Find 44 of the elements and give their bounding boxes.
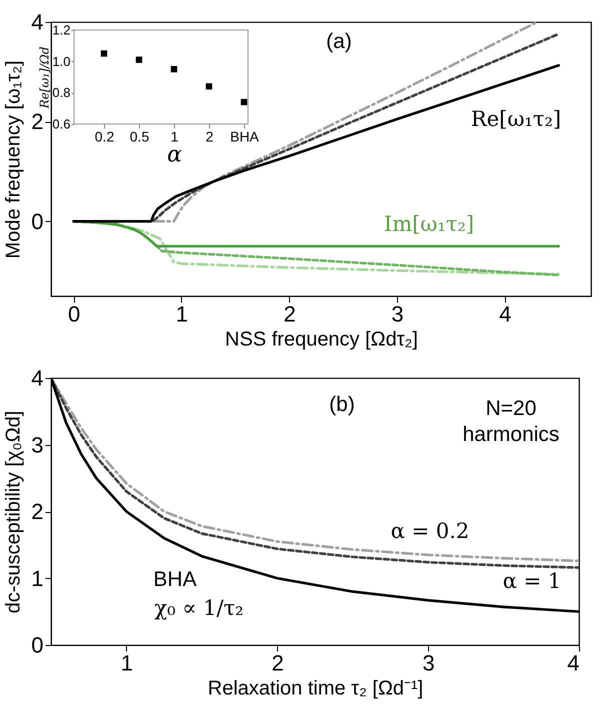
x-axis-title: Relaxation time τ₂ [Ωd⁻¹] <box>208 678 424 700</box>
x-axis-title: NSS frequency [Ωdτ₂] <box>225 328 418 350</box>
point <box>170 66 178 72</box>
y-tick-label: 4 <box>31 366 44 390</box>
annotation: (b) <box>329 393 355 416</box>
point <box>240 98 248 106</box>
y-tick-label: 2 <box>31 499 44 524</box>
x-tick-label: 0.2 <box>94 128 114 144</box>
x-tick-label: 0.5 <box>130 128 150 144</box>
y-tick-label: 0 <box>31 208 44 234</box>
x-tick-label: 2 <box>272 650 284 676</box>
point <box>206 83 212 90</box>
y-axis-title: dc-susceptibility [χ₀Ωd] <box>2 410 24 614</box>
y-tick-label: 0 <box>31 632 44 658</box>
annotation: Re[ω₁τ₂] <box>470 107 562 131</box>
x-tick-label: 4 <box>499 302 512 326</box>
x-tick-label: 4 <box>567 650 580 676</box>
y-axis-title: Mode frequency [ω₁τ₂] <box>2 60 24 259</box>
annotation: (a) <box>326 30 352 53</box>
x-axis-title: α <box>167 142 182 168</box>
x-tick-label: 2 <box>284 302 296 326</box>
x-tick-label: 3 <box>422 650 435 676</box>
y-axis-title: Re[ω₁]/Ωd <box>37 46 52 110</box>
annotation: α = 1 <box>502 569 562 593</box>
annotation: Im[ω₁τ₂] <box>384 212 474 236</box>
point <box>136 56 142 63</box>
x-tick-label: 3 <box>391 302 404 326</box>
y-tick-label: 3 <box>31 432 44 458</box>
y-tick-label: 1 <box>31 566 44 591</box>
annotation: χ₀ ∝ 1/τ₂ <box>154 596 244 620</box>
annotation: α = 0.2 <box>390 519 470 543</box>
x-tick-label: BHA <box>230 128 260 144</box>
x-tick-label: 1 <box>170 128 179 144</box>
point <box>100 50 108 57</box>
x-tick-label: 2 <box>206 128 214 144</box>
x-tick-label: 1 <box>120 650 134 676</box>
y-tick-label: 0.6 <box>52 116 70 132</box>
annotation: N=20 harmonics <box>462 397 560 446</box>
annotation: BHA <box>153 568 197 591</box>
y-tick-label: 0.8 <box>52 85 70 100</box>
y-tick-label: 1.2 <box>52 22 70 38</box>
x-tick-label: 1 <box>176 302 188 326</box>
y-tick-label: 4 <box>31 10 44 34</box>
y-tick-label: 1.0 <box>52 54 70 69</box>
